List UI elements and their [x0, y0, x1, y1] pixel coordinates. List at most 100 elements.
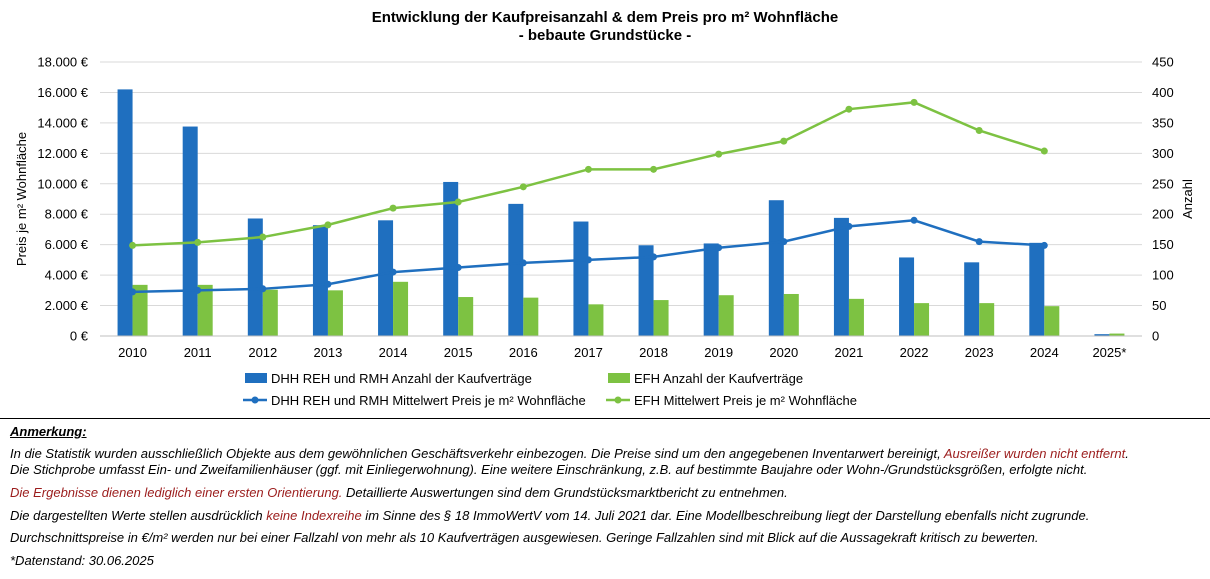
y-axis-right-label: Anzahl — [1180, 179, 1195, 219]
legend-swatch — [608, 373, 630, 383]
point-dhh-price — [910, 216, 918, 224]
bar-efh-count — [523, 297, 539, 336]
bar-efh-count — [197, 284, 213, 336]
bar-dhh-count — [899, 257, 915, 336]
note-line-4-end: im Sinne des § 18 ImmoWertV vom 14. Juli… — [361, 508, 1090, 523]
point-efh-price — [780, 137, 788, 145]
bar-efh-count — [653, 300, 669, 336]
point-dhh-price — [324, 280, 332, 288]
chart-subtitle: - bebaute Grundstücke - — [518, 27, 692, 44]
x-tick-label: 2011 — [184, 345, 212, 360]
point-efh-price — [389, 204, 397, 212]
bar-efh-count — [718, 295, 734, 336]
point-efh-price — [650, 165, 658, 173]
left-tick-label: 10.000 € — [37, 176, 88, 191]
chart-title: Entwicklung der Kaufpreisanzahl & dem Pr… — [371, 9, 839, 26]
point-efh-price — [194, 238, 202, 246]
bar-efh-count — [979, 303, 995, 336]
bar-dhh-count — [1094, 334, 1110, 336]
left-tick-label: 4.000 € — [45, 268, 89, 283]
bar-efh-count — [327, 290, 343, 336]
point-efh-price — [259, 233, 267, 241]
bar-dhh-count — [312, 225, 328, 336]
notes-heading: Anmerkung: — [10, 424, 87, 439]
point-dhh-price — [129, 288, 137, 296]
legend-marker — [614, 396, 622, 404]
x-tick-label: 2024 — [1030, 345, 1059, 360]
point-dhh-price — [584, 256, 592, 264]
left-tick-label: 8.000 € — [45, 207, 89, 222]
bar-dhh-count — [703, 243, 719, 336]
legend-marker — [251, 396, 259, 404]
chart-title-block: Entwicklung der Kaufpreisanzahl & dem Pr… — [0, 9, 1210, 45]
note-line-5: Durchschnittspreise in €/m² werden nur b… — [10, 530, 1039, 545]
x-tick-label: 2010 — [118, 345, 147, 360]
bar-dhh-count — [443, 181, 459, 336]
x-tick-label: 2022 — [900, 345, 929, 360]
note-line-1-highlight: Ausreißer wurden nicht entfernt — [943, 446, 1126, 461]
right-tick-label: 50 — [1152, 298, 1166, 313]
left-tick-label: 14.000 € — [37, 115, 88, 130]
x-tick-label: 2025* — [1092, 345, 1126, 360]
note-line-1: In die Statistik wurden ausschließlich O… — [10, 446, 1129, 461]
x-tick-label: 2019 — [704, 345, 733, 360]
bar-efh-count — [783, 293, 799, 336]
right-tick-label: 0 — [1152, 329, 1159, 344]
point-dhh-price — [780, 238, 788, 246]
y-axis-left-label: Preis je m² Wohnfläche — [14, 132, 29, 266]
point-dhh-price — [975, 238, 983, 246]
point-dhh-price — [519, 259, 527, 267]
left-tick-label: 2.000 € — [45, 298, 89, 313]
bar-efh-count — [1044, 306, 1060, 336]
point-efh-price — [910, 98, 918, 106]
left-tick-label: 6.000 € — [45, 237, 89, 252]
point-efh-price — [845, 105, 853, 113]
note-line-1-text: In die Statistik wurden ausschließlich O… — [10, 446, 944, 461]
x-tick-label: 2020 — [769, 345, 798, 360]
notes-section: Anmerkung: In die Statistik wurden aussc… — [0, 418, 1210, 579]
note-line-6: *Datenstand: 30.06.2025 — [10, 553, 154, 568]
right-tick-label: 300 — [1152, 146, 1174, 161]
bar-efh-count — [848, 298, 864, 336]
left-tick-label: 16.000 € — [37, 85, 88, 100]
point-efh-price — [129, 241, 137, 249]
point-dhh-price — [259, 285, 267, 293]
x-tick-label: 2017 — [574, 345, 603, 360]
left-tick-label: 18.000 € — [37, 55, 88, 70]
point-efh-price — [454, 198, 462, 206]
point-dhh-price — [194, 286, 202, 294]
legend-label: DHH REH und RMH Anzahl der Kaufverträge — [271, 371, 532, 386]
legend-label: EFH Anzahl der Kaufverträge — [634, 371, 803, 386]
chart-area: Entwicklung der Kaufpreisanzahl & dem Pr… — [0, 9, 1210, 408]
note-line-3: Die Ergebnisse dienen lediglich einer er… — [10, 485, 788, 500]
bar-efh-count — [914, 303, 930, 336]
right-tick-label: 350 — [1152, 115, 1174, 130]
x-tick-label: 2015 — [444, 345, 473, 360]
point-efh-price — [584, 165, 592, 173]
bar-efh-count — [393, 281, 409, 336]
note-line-3-highlight: Die Ergebnisse dienen lediglich einer er… — [10, 485, 343, 500]
point-dhh-price — [650, 253, 658, 261]
legend-swatch — [245, 373, 267, 383]
left-tick-label: 0 € — [70, 329, 89, 344]
x-tick-label: 2016 — [509, 345, 538, 360]
legend-label: EFH Mittelwert Preis je m² Wohnfläche — [634, 393, 857, 408]
bar-dhh-count — [378, 220, 394, 336]
x-tick-label: 2018 — [639, 345, 668, 360]
point-efh-price — [1040, 147, 1048, 155]
right-tick-label: 200 — [1152, 207, 1174, 222]
left-tick-label: 12.000 € — [37, 146, 88, 161]
bar-dhh-count — [768, 200, 784, 336]
x-tick-label: 2012 — [248, 345, 277, 360]
bar-efh-count — [132, 284, 148, 336]
bar-dhh-count — [638, 245, 654, 336]
x-tick-label: 2013 — [313, 345, 342, 360]
point-dhh-price — [845, 222, 853, 230]
x-tick-label: 2014 — [379, 345, 408, 360]
note-line-1-end: . — [1125, 446, 1129, 461]
point-efh-price — [519, 183, 527, 191]
note-line-4-highlight: keine Indexreihe — [266, 508, 362, 523]
right-tick-label: 100 — [1152, 268, 1174, 283]
point-dhh-price — [389, 268, 397, 276]
bar-dhh-count — [247, 218, 263, 336]
